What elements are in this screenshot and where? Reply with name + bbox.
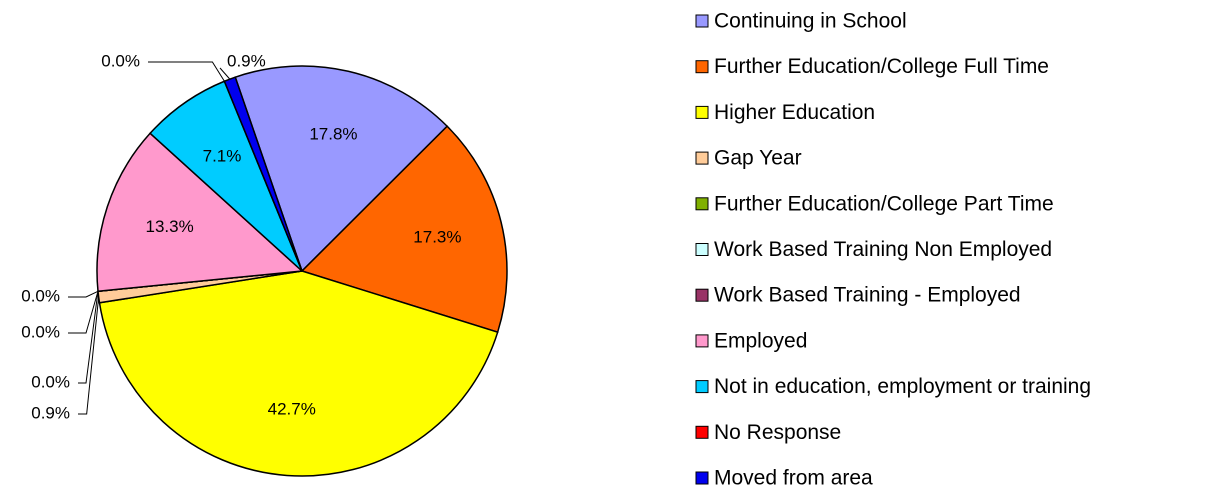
- legend-label: Further Education/College Part Time: [714, 192, 1054, 215]
- legend-swatch: [695, 105, 709, 119]
- data-label: 13.3%: [146, 217, 194, 236]
- legend-swatch: [695, 60, 709, 74]
- leader-line: [219, 67, 231, 80]
- data-label: 7.1%: [203, 146, 242, 165]
- legend-label: No Response: [714, 421, 841, 444]
- data-label: 42.7%: [268, 400, 316, 419]
- legend-swatch: [695, 288, 709, 302]
- legend-swatch: [695, 471, 709, 485]
- legend-label: Higher Education: [714, 101, 875, 124]
- pie-slice: [300, 125, 508, 334]
- legend-label: Moved from area: [714, 467, 873, 490]
- data-label: 0.0%: [21, 286, 60, 305]
- leader-line: [78, 296, 100, 415]
- leader-line: [148, 61, 225, 82]
- legend-label: Further Education/College Full Time: [714, 55, 1049, 78]
- data-label: 0.9%: [227, 51, 266, 70]
- data-label: 0.0%: [21, 322, 60, 341]
- leader-line: [68, 290, 99, 298]
- legend-swatch: [695, 151, 709, 165]
- legend-label: Employed: [714, 329, 807, 352]
- legend-label: Work Based Training - Employed: [714, 284, 1021, 307]
- legend-swatch: [695, 425, 709, 439]
- leader-line: [68, 291, 99, 334]
- legend-swatch: [695, 243, 709, 256]
- pie-slice: [234, 65, 449, 273]
- pie-slice: [96, 132, 304, 293]
- legend-swatch: [695, 380, 709, 394]
- legend-label: Continuing in School: [714, 10, 907, 33]
- leader-line: [78, 291, 99, 384]
- legend-swatch: [695, 197, 709, 211]
- data-label: 17.8%: [309, 125, 357, 144]
- legend-swatch: [695, 334, 709, 348]
- legend-label: Work Based Training Non Employed: [714, 238, 1052, 261]
- pie-slice: [98, 270, 499, 477]
- pie-slice: [223, 76, 303, 272]
- legend-swatch: [695, 14, 709, 28]
- data-label: 0.0%: [101, 51, 140, 70]
- data-label: 0.9%: [31, 403, 70, 422]
- legend-label: Not in education, employment or training: [714, 375, 1091, 398]
- data-label: 0.0%: [31, 372, 70, 391]
- data-label: 17.3%: [413, 227, 461, 246]
- legend-label: Gap Year: [714, 147, 802, 170]
